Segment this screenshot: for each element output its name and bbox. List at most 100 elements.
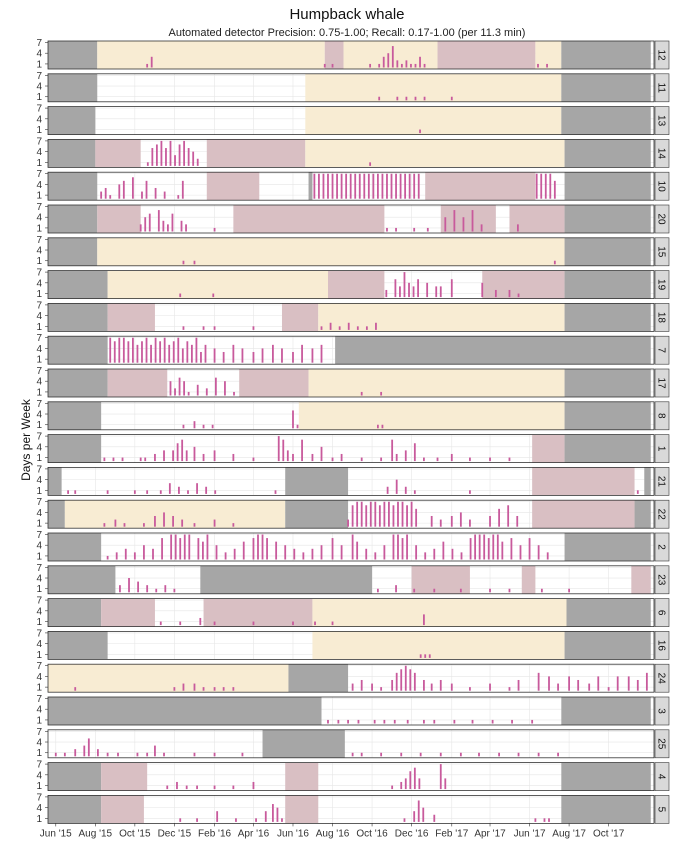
- bar: [391, 46, 394, 68]
- shaded-period-no-validation: [64, 500, 286, 529]
- bar: [474, 534, 477, 560]
- bar: [202, 541, 204, 560]
- bar: [382, 56, 385, 68]
- bar: [453, 210, 456, 232]
- bar: [127, 341, 130, 363]
- bar: [422, 807, 425, 822]
- chart-title: Humpback whale: [289, 6, 404, 23]
- bar: [114, 519, 117, 527]
- bar: [193, 683, 196, 691]
- bar: [196, 483, 198, 494]
- bar: [336, 173, 338, 199]
- bar: [188, 534, 191, 560]
- bar: [528, 538, 531, 560]
- bar: [386, 173, 388, 199]
- bar: [340, 453, 343, 462]
- bar: [395, 453, 398, 462]
- panel-border: [47, 73, 655, 103]
- bar: [178, 377, 181, 396]
- bar: [282, 439, 285, 462]
- bar: [535, 173, 538, 199]
- bar: [365, 505, 368, 527]
- panel-border: [47, 270, 655, 300]
- bar: [172, 341, 175, 363]
- shaded-period-no-data: [48, 205, 98, 233]
- bar: [424, 552, 427, 560]
- bar: [143, 523, 145, 527]
- bar: [546, 63, 548, 68]
- bar: [365, 548, 368, 560]
- bar: [320, 344, 323, 363]
- bar: [494, 289, 497, 298]
- facet-strip: [654, 467, 670, 496]
- facet-strip: [654, 270, 670, 299]
- bar: [163, 337, 166, 363]
- shaded-period-no-validation: [97, 237, 565, 266]
- y-tick-label: 4: [36, 672, 42, 683]
- bar: [119, 585, 121, 593]
- y-tick-label: 7: [36, 530, 42, 541]
- bar: [168, 344, 171, 363]
- bar: [179, 621, 182, 626]
- bar: [469, 538, 472, 560]
- facet-label: 23: [656, 574, 667, 586]
- panel-site-12: 12 147: [36, 38, 670, 70]
- shaded-period-no-data: [48, 41, 98, 69]
- shaded-period-no-data: [564, 369, 651, 397]
- bar: [395, 173, 397, 199]
- bar: [450, 279, 453, 298]
- bar: [410, 501, 413, 527]
- bar: [400, 752, 403, 757]
- bar: [375, 322, 377, 330]
- panel-site-24: 24 147: [36, 661, 670, 694]
- shaded-period-no-data: [564, 401, 651, 430]
- bar: [597, 676, 600, 691]
- bar: [241, 348, 244, 363]
- x-tick-label: Aug '16: [316, 828, 350, 839]
- bar: [155, 588, 158, 593]
- bar: [293, 548, 296, 560]
- bar: [408, 173, 411, 199]
- bar: [549, 173, 552, 199]
- bar: [106, 555, 109, 560]
- bar: [329, 322, 332, 330]
- bar: [146, 162, 149, 166]
- panel-border: [47, 762, 655, 791]
- bar: [415, 508, 418, 527]
- bar: [109, 337, 112, 363]
- bar: [213, 348, 216, 363]
- bar: [252, 781, 255, 790]
- bar: [100, 191, 103, 199]
- bar: [378, 96, 381, 101]
- bar: [548, 818, 550, 822]
- y-axis-label: Days per Week: [19, 398, 33, 481]
- bar: [252, 351, 255, 363]
- bar: [439, 752, 442, 757]
- bar: [193, 421, 196, 429]
- y-tick-label: 7: [36, 760, 42, 771]
- bar: [387, 53, 390, 68]
- shaded-period-no-validation: [305, 73, 562, 102]
- bar: [489, 683, 491, 691]
- bar: [106, 752, 109, 757]
- y-tick-label: 1: [36, 420, 42, 431]
- x-tick-label: Aug '17: [552, 828, 586, 839]
- x-tick-label: Dec '15: [158, 828, 192, 839]
- shaded-period-no-data: [48, 172, 98, 201]
- y-tick-label: 1: [36, 125, 42, 136]
- shaded-period-no-data: [288, 664, 349, 693]
- bar: [213, 519, 216, 527]
- shaded-period-low-performance: [440, 205, 496, 233]
- facet-label: 8: [656, 413, 667, 419]
- bar: [163, 191, 166, 199]
- bar: [179, 538, 182, 560]
- panel-site-19: 19 147: [36, 268, 670, 300]
- bar: [395, 479, 398, 494]
- shaded-period-no-data: [48, 565, 116, 594]
- bar: [67, 490, 69, 494]
- shaded-period-no-data: [48, 795, 102, 824]
- bar: [202, 424, 205, 429]
- facet-label: 15: [656, 246, 667, 258]
